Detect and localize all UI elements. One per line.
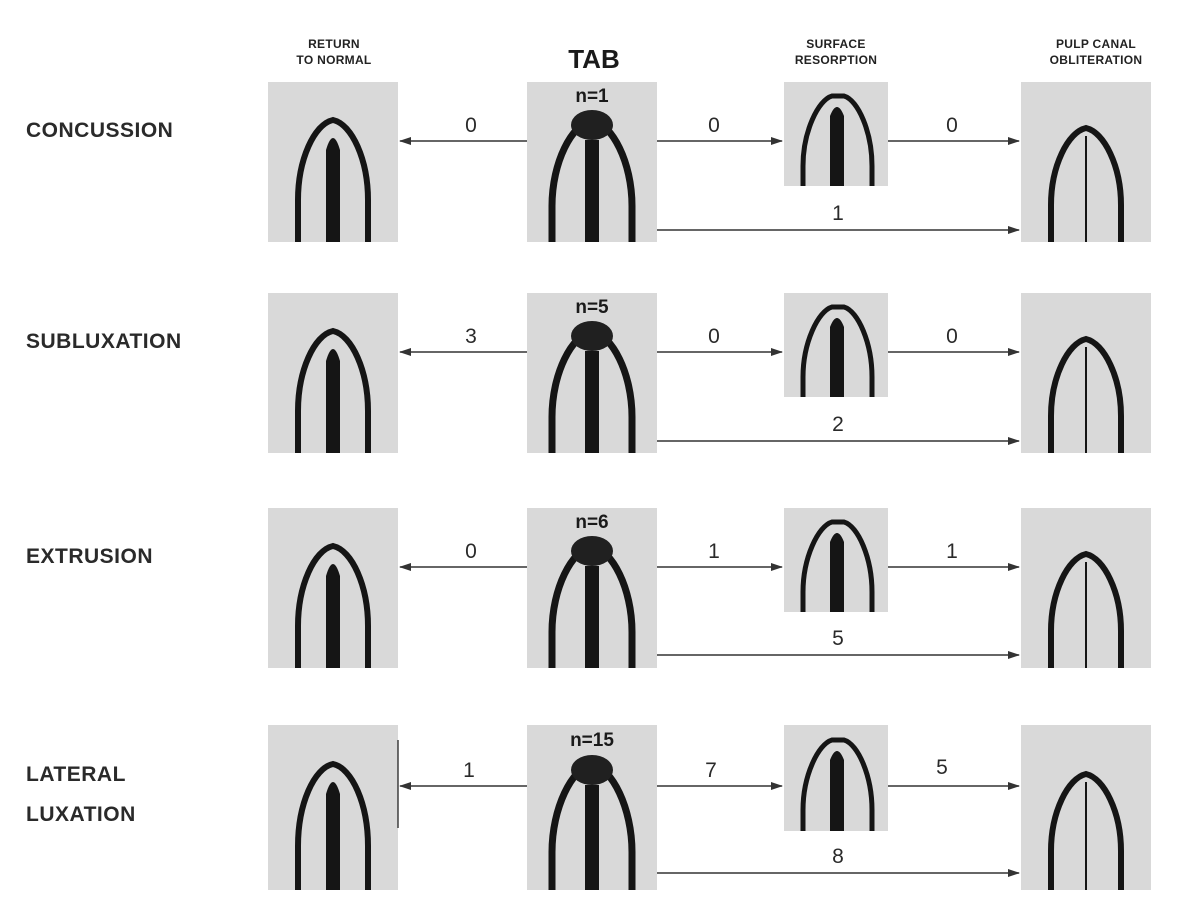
pulp-canal-obliteration-panel <box>1021 725 1151 890</box>
count-to-surface-resorption: 1 <box>708 540 720 563</box>
count-to-surface-resorption: 0 <box>708 325 720 348</box>
tab-panel: n=5 <box>527 293 657 453</box>
row-concussion: CONCUSSION n=1 0 <box>26 82 1151 242</box>
surface-resorption-panel <box>784 82 888 186</box>
header-pulp-canal-obliteration-line2: OBLITERATION <box>1050 53 1143 67</box>
count-to-return-normal: 1 <box>463 759 475 782</box>
header-return-to-normal-line1: RETURN <box>308 37 360 51</box>
count-to-return-normal: 0 <box>465 540 477 563</box>
header-return-to-normal-line2: TO NORMAL <box>296 53 371 67</box>
header-tab: TAB <box>568 44 620 74</box>
row-lateral-luxation: LATERAL LUXATION n=15 1 <box>26 725 1151 890</box>
tab-panel: n=6 <box>527 508 657 668</box>
tab-panel: n=1 <box>527 82 657 242</box>
sample-size: n=5 <box>575 297 609 318</box>
row-label: EXTRUSION <box>26 545 153 568</box>
row-label: SUBLUXATION <box>26 330 182 353</box>
count-to-surface-resorption: 0 <box>708 114 720 137</box>
pulp-canal-obliteration-panel <box>1021 82 1151 242</box>
row-label-line1: LATERAL <box>26 763 126 786</box>
row-extrusion: EXTRUSION n=6 0 1 1 <box>26 508 1151 668</box>
sample-size: n=6 <box>575 512 608 533</box>
header-surface-resorption-line2: RESORPTION <box>795 53 877 67</box>
count-direct-to-pco: 5 <box>832 627 844 650</box>
row-subluxation: SUBLUXATION n=5 3 0 0 <box>26 293 1151 453</box>
sample-size: n=1 <box>575 86 609 107</box>
return-to-normal-panel <box>268 293 398 453</box>
surface-resorption-panel <box>784 293 888 397</box>
count-direct-to-pco: 1 <box>832 202 844 225</box>
count-surface-to-pco: 1 <box>946 540 958 563</box>
return-to-normal-panel <box>268 508 398 668</box>
count-surface-to-pco: 0 <box>946 114 958 137</box>
count-to-return-normal: 0 <box>465 114 477 137</box>
header-surface-resorption-line1: SURFACE <box>806 37 865 51</box>
row-label: CONCUSSION <box>26 119 173 142</box>
tab-panel: n=15 <box>527 725 657 890</box>
sample-size: n=15 <box>570 730 614 751</box>
count-surface-to-pco: 5 <box>936 756 948 779</box>
count-direct-to-pco: 8 <box>832 845 844 868</box>
count-to-return-normal: 3 <box>465 325 477 348</box>
surface-resorption-panel <box>784 508 888 612</box>
surface-resorption-panel <box>784 725 888 831</box>
header-pulp-canal-obliteration-line1: PULP CANAL <box>1056 37 1136 51</box>
count-direct-to-pco: 2 <box>832 413 844 436</box>
pulp-canal-obliteration-panel <box>1021 508 1151 668</box>
pulp-canal-obliteration-panel <box>1021 293 1151 453</box>
return-to-normal-panel <box>268 82 398 242</box>
row-label-line2: LUXATION <box>26 803 136 826</box>
column-headers: RETURN TO NORMAL TAB SURFACE RESORPTION … <box>296 37 1142 74</box>
count-surface-to-pco: 0 <box>946 325 958 348</box>
return-to-normal-panel <box>268 725 399 890</box>
count-to-surface-resorption: 7 <box>705 759 717 782</box>
